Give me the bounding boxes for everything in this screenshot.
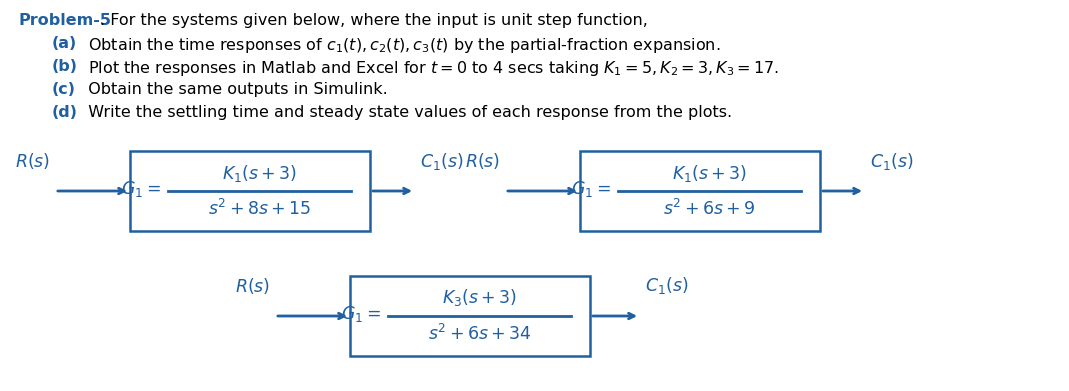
- Text: $K_3(s+3)$: $K_3(s+3)$: [443, 287, 517, 308]
- Text: $s^2+6s+9$: $s^2+6s+9$: [663, 199, 756, 219]
- Text: $R(s)$: $R(s)$: [465, 151, 500, 171]
- Text: $C_1(s)$: $C_1(s)$: [645, 276, 688, 296]
- Text: (d): (d): [52, 105, 78, 120]
- Text: . For the systems given below, where the input is unit step function,: . For the systems given below, where the…: [100, 13, 648, 28]
- Text: $K_1(s+3)$: $K_1(s+3)$: [222, 163, 297, 183]
- Text: $s^2+6s+34$: $s^2+6s+34$: [428, 324, 531, 344]
- Text: Problem-5: Problem-5: [18, 13, 111, 28]
- FancyBboxPatch shape: [350, 276, 590, 356]
- FancyBboxPatch shape: [580, 151, 820, 231]
- Text: Obtain the same outputs in Simulink.: Obtain the same outputs in Simulink.: [78, 82, 388, 97]
- Text: $C_1(s)$: $C_1(s)$: [420, 151, 464, 172]
- Text: $G_1 = $: $G_1 = $: [122, 179, 161, 199]
- FancyBboxPatch shape: [130, 151, 370, 231]
- Text: Obtain the time responses of $c_1(t), c_2(t), c_3(t)$ by the partial-fraction ex: Obtain the time responses of $c_1(t), c_…: [78, 36, 721, 55]
- Text: Plot the responses in Matlab and Excel for $t = 0$ to 4 secs taking $K_1 = 5, K_: Plot the responses in Matlab and Excel f…: [78, 59, 779, 78]
- Text: (c): (c): [52, 82, 76, 97]
- Text: $s^2+8s+15$: $s^2+8s+15$: [207, 199, 311, 219]
- Text: $G_1 = $: $G_1 = $: [341, 304, 382, 324]
- Text: (a): (a): [52, 36, 77, 51]
- Text: (b): (b): [52, 59, 78, 74]
- Text: $R(s)$: $R(s)$: [235, 276, 270, 296]
- Text: $G_1 = $: $G_1 = $: [571, 179, 611, 199]
- Text: Write the settling time and steady state values of each response from the plots.: Write the settling time and steady state…: [78, 105, 732, 120]
- Text: $K_1(s+3)$: $K_1(s+3)$: [672, 163, 747, 183]
- Text: $R(s)$: $R(s)$: [15, 151, 50, 171]
- Text: $C_1(s)$: $C_1(s)$: [870, 151, 914, 172]
